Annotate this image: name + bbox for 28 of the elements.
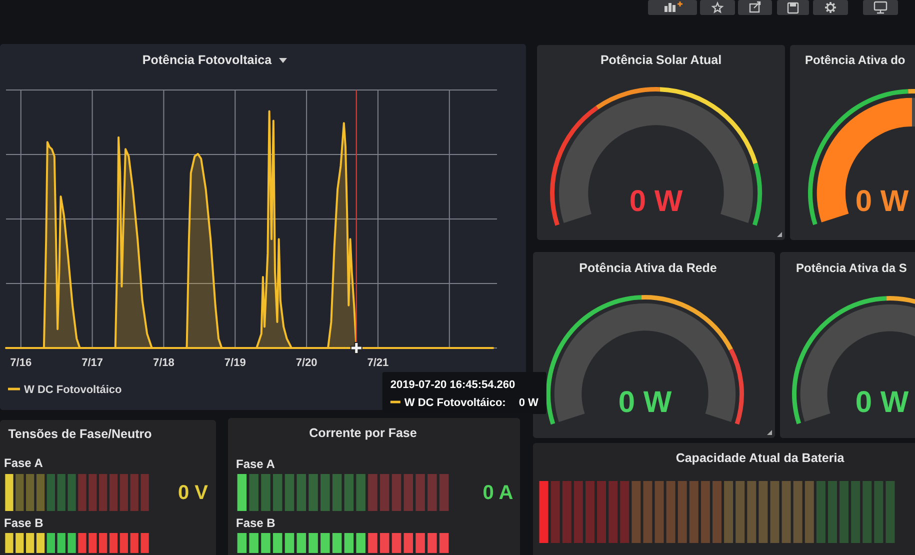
x-tick-label: 7/18 — [153, 357, 174, 369]
legend-label: W DC Fotovoltáico — [24, 384, 122, 396]
x-tick-label: 7/21 — [367, 357, 389, 369]
chart-title: Potência Fotovoltaica — [142, 53, 273, 67]
text: 2019-07-20 16:45:54.260 — [390, 379, 516, 391]
text: Potência Ativa do — [805, 53, 906, 67]
text: Potência Ativa da Rede — [579, 261, 717, 275]
text: Potência Ativa da S — [796, 261, 907, 275]
text: 0 W — [855, 185, 910, 218]
text: Capacidade Atual da Bateria — [676, 451, 846, 465]
text: Potência Solar Atual — [600, 53, 722, 67]
text: Fase B — [4, 516, 44, 530]
text: Fase A — [236, 457, 276, 471]
text: W DC Fotovoltáico: — [404, 397, 506, 409]
text: 0 W — [629, 185, 684, 218]
text: 0 A — [482, 482, 514, 504]
x-tick-label: 7/19 — [224, 357, 246, 369]
x-tick-label: 7/16 — [10, 357, 32, 369]
x-tick-label: 7/20 — [296, 357, 318, 369]
text: Fase B — [236, 516, 276, 530]
text: Tensões de Fase/Neutro — [8, 427, 152, 441]
text: 0 V — [178, 482, 209, 504]
text: 0 W — [855, 386, 910, 419]
text: 0 W — [518, 397, 540, 409]
x-tick-label: 7/17 — [82, 357, 104, 369]
text: Fase A — [4, 456, 44, 470]
text: Corrente por Fase — [309, 426, 417, 440]
text: 0 W — [618, 386, 672, 419]
